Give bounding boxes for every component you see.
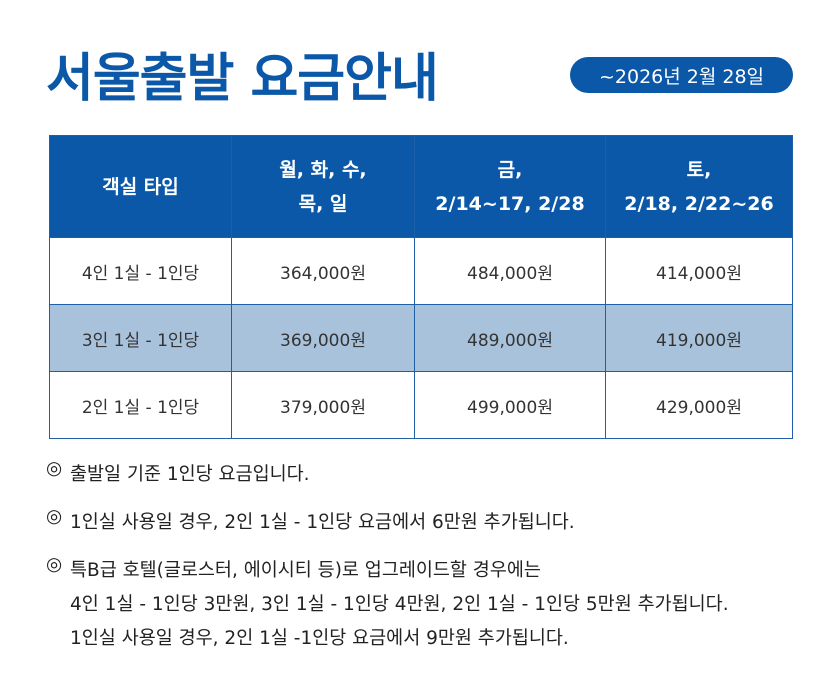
room-type: 2인 1실 - 1인당: [49, 371, 232, 439]
note: ◎ 출발일 기준 1인당 요금입니다.: [46, 458, 729, 492]
header-line: 금,: [497, 158, 523, 181]
price-cell: 489,000원: [414, 304, 606, 372]
price-cell: 379,000원: [231, 371, 415, 439]
price-cell: 364,000원: [231, 237, 415, 305]
note-body: 출발일 기준 1인당 요금입니다.: [70, 458, 310, 492]
price-cell: 484,000원: [414, 237, 606, 305]
header-line: 토,: [686, 158, 712, 181]
note-line: 4인 1실 - 1인당 3만원, 3인 1실 - 1인당 4만원, 2인 1실 …: [70, 594, 729, 615]
header-cell: 월, 화, 수, 목, 일: [231, 135, 415, 238]
header-line: 2/14~17, 2/28: [435, 192, 585, 215]
table-row: 2인 1실 - 1인당 379,000원 499,000원 429,000원: [49, 371, 793, 439]
table-row: 3인 1실 - 1인당 369,000원 489,000원 419,000원: [49, 304, 793, 372]
title: 서울출발 요금안내: [46, 49, 439, 109]
note-line: 특B급 호텔(글로스터, 에이시티 등)로 업그레이드할 경우에는: [70, 560, 541, 581]
header-cell: 금, 2/14~17, 2/28: [414, 135, 606, 238]
price-cell: 369,000원: [231, 304, 415, 372]
price-cell: 499,000원: [414, 371, 606, 439]
note-line: 1인실 사용일 경우, 2인 1실 - 1인당 요금에서 6만원 추가됩니다.: [70, 512, 575, 533]
price-table: 객실 타입 월, 화, 수, 목, 일 금, 2/14~17, 2/28 토, 2/18, …: [49, 135, 793, 439]
header-cell: 객실 타입: [49, 135, 232, 238]
price-cell: 414,000원: [605, 237, 793, 305]
room-type: 4인 1실 - 1인당: [49, 237, 232, 305]
notes: ◎ 출발일 기준 1인당 요금입니다. ◎ 1인실 사용일 경우, 2인 1실 - 1…: [46, 458, 729, 670]
table-body: 4인 1실 - 1인당 364,000원 484,000원 414,000원 3인 1실…: [49, 237, 793, 439]
note-body: 특B급 호텔(글로스터, 에이시티 등)로 업그레이드할 경우에는 4인 1실 -…: [70, 554, 729, 656]
note-marker: ◎: [46, 506, 63, 527]
header-line: 객실 타입: [102, 175, 179, 198]
note-line: 1인실 사용일 경우, 2인 1실 -1인당 요금에서 9만원 추가됩니다.: [70, 628, 569, 649]
note: ◎ 1인실 사용일 경우, 2인 1실 - 1인당 요금에서 6만원 추가됩니다.: [46, 506, 729, 540]
header-row: 객실 타입 월, 화, 수, 목, 일 금, 2/14~17, 2/28 토, 2/18, …: [49, 135, 793, 238]
header-line: 목, 일: [298, 192, 348, 215]
note: ◎ 특B급 호텔(글로스터, 에이시티 등)로 업그레이드할 경우에는 4인 1실 …: [46, 554, 729, 656]
header-line: 2/18, 2/22~26: [624, 192, 774, 215]
header-line: 월, 화, 수,: [279, 158, 367, 181]
table-row: 4인 1실 - 1인당 364,000원 484,000원 414,000원: [49, 237, 793, 305]
note-line: 출발일 기준 1인당 요금입니다.: [70, 464, 310, 485]
note-marker: ◎: [46, 554, 63, 575]
note-marker: ◎: [46, 458, 63, 479]
price-cell: 429,000원: [605, 371, 793, 439]
note-body: 1인실 사용일 경우, 2인 1실 - 1인당 요금에서 6만원 추가됩니다.: [70, 506, 575, 540]
price-cell: 419,000원: [605, 304, 793, 372]
room-type: 3인 1실 - 1인당: [49, 304, 232, 372]
header-cell: 토, 2/18, 2/22~26: [605, 135, 793, 238]
date-badge: ~2026년 2월 28일: [570, 57, 793, 93]
